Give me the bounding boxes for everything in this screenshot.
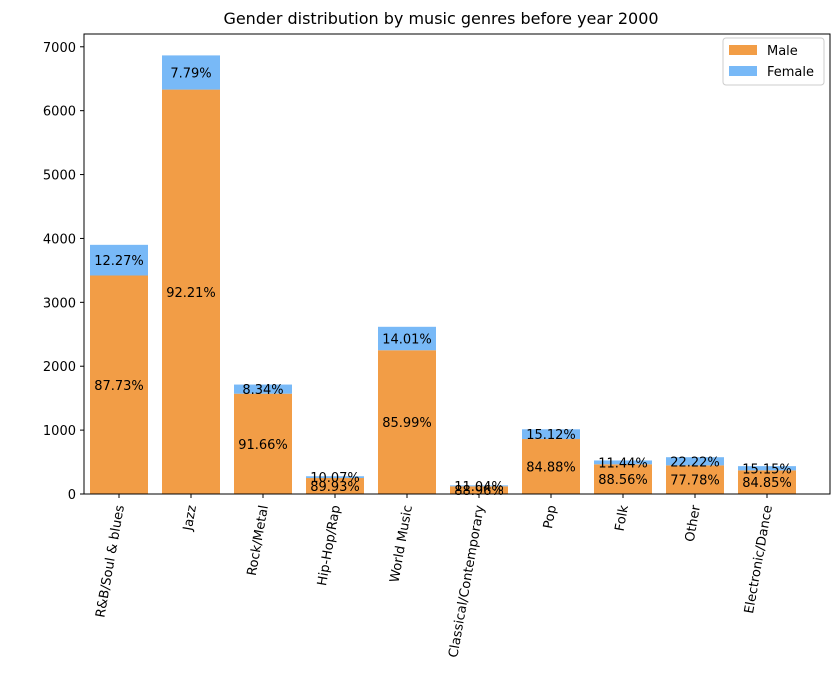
bar-female-4	[378, 326, 436, 351]
x-tick-label-2: Rock/Metal	[245, 504, 272, 577]
y-tick-label-4: 4000	[43, 232, 76, 247]
bar-female-1	[162, 55, 220, 90]
bar-label-male-7: 88.56%	[598, 473, 648, 488]
bar-male-9	[738, 470, 796, 494]
axes-layer: 0 1000 2000 3000 4000 5000 6000 7000 R&B/Soul & …	[43, 33, 831, 659]
bar-male-4	[378, 350, 436, 494]
legend-label-female: Female	[767, 65, 814, 80]
bar-label-female-8: 22.22%	[670, 455, 720, 470]
bar-male-5	[450, 486, 508, 494]
bar-label-female-7: 11.44%	[598, 456, 648, 471]
x-tick-label-0: R&B/Soul & blues	[93, 504, 128, 619]
x-tick-label-4: World Music	[388, 504, 416, 584]
bar-label-female-6: 15.12%	[526, 428, 576, 443]
y-tick-label-6: 6000	[43, 105, 76, 120]
bar-female-3	[306, 476, 364, 479]
bars-layer	[90, 55, 796, 494]
bar-label-female-4: 14.01%	[382, 333, 432, 348]
bar-male-6	[522, 439, 580, 494]
bar-female-5	[450, 485, 508, 487]
bar-male-0	[90, 275, 148, 494]
bar-label-female-3: 10.07%	[310, 471, 360, 486]
bar-label-male-0: 87.73%	[94, 379, 144, 394]
legend-swatch-female	[729, 66, 757, 76]
bar-label-female-2: 8.34%	[242, 383, 283, 398]
x-tick-label-1: Jazz	[181, 504, 200, 533]
axes-frame	[83, 33, 831, 495]
bar-label-male-3: 89.93%	[310, 480, 360, 495]
y-tick-label-2: 2000	[43, 360, 76, 375]
bar-label-male-2: 91.66%	[238, 438, 288, 453]
x-tick-label-7: Folk	[613, 504, 632, 533]
bar-female-6	[522, 429, 580, 440]
bar-label-female-9: 15.15%	[742, 462, 792, 477]
bar-female-8	[666, 457, 724, 466]
legend-label-male: Male	[767, 44, 798, 59]
y-tick-label-1: 1000	[43, 424, 76, 439]
y-tick-label-5: 5000	[43, 169, 76, 184]
bar-labels-layer: 87.73% 12.27% 92.21% 7.79% 91.66% 8.34% 89.93%…	[94, 66, 792, 499]
bar-male-8	[666, 465, 724, 494]
bar-male-1	[162, 89, 220, 494]
bar-female-2	[234, 384, 292, 394]
bar-male-3	[306, 478, 364, 494]
bar-label-male-1: 92.21%	[166, 286, 216, 301]
bar-label-male-9: 84.85%	[742, 476, 792, 491]
legend: Male Female	[722, 37, 825, 86]
bar-label-female-1: 7.79%	[170, 66, 211, 81]
bar-female-9	[738, 466, 796, 471]
bar-label-male-6: 84.88%	[526, 461, 576, 476]
x-tick-label-6: Pop	[541, 504, 560, 530]
bar-label-male-4: 85.99%	[382, 416, 432, 431]
y-tick-label-0: 0	[68, 488, 76, 503]
bar-label-male-5: 88.96%	[454, 484, 504, 499]
bar-label-male-8: 77.78%	[670, 474, 720, 489]
legend-swatch-male	[729, 45, 757, 55]
bar-female-7	[594, 460, 652, 465]
bar-label-female-5: 11.04%	[454, 480, 504, 495]
bar-male-2	[234, 393, 292, 494]
x-tick-label-5: Classical/Contemporary	[446, 504, 488, 659]
chart-title: Gender distribution by music genres befo…	[223, 9, 658, 28]
bar-male-7	[594, 464, 652, 494]
bar-female-0	[90, 244, 148, 276]
x-tick-label-9: Electronic/Dance	[742, 504, 776, 615]
x-tick-label-3: Hip-Hop/Rap	[315, 504, 344, 587]
x-tick-label-8: Other	[683, 503, 704, 543]
y-tick-label-7: 7000	[43, 41, 76, 56]
bar-label-female-0: 12.27%	[94, 254, 144, 269]
y-tick-label-3: 3000	[43, 296, 76, 311]
